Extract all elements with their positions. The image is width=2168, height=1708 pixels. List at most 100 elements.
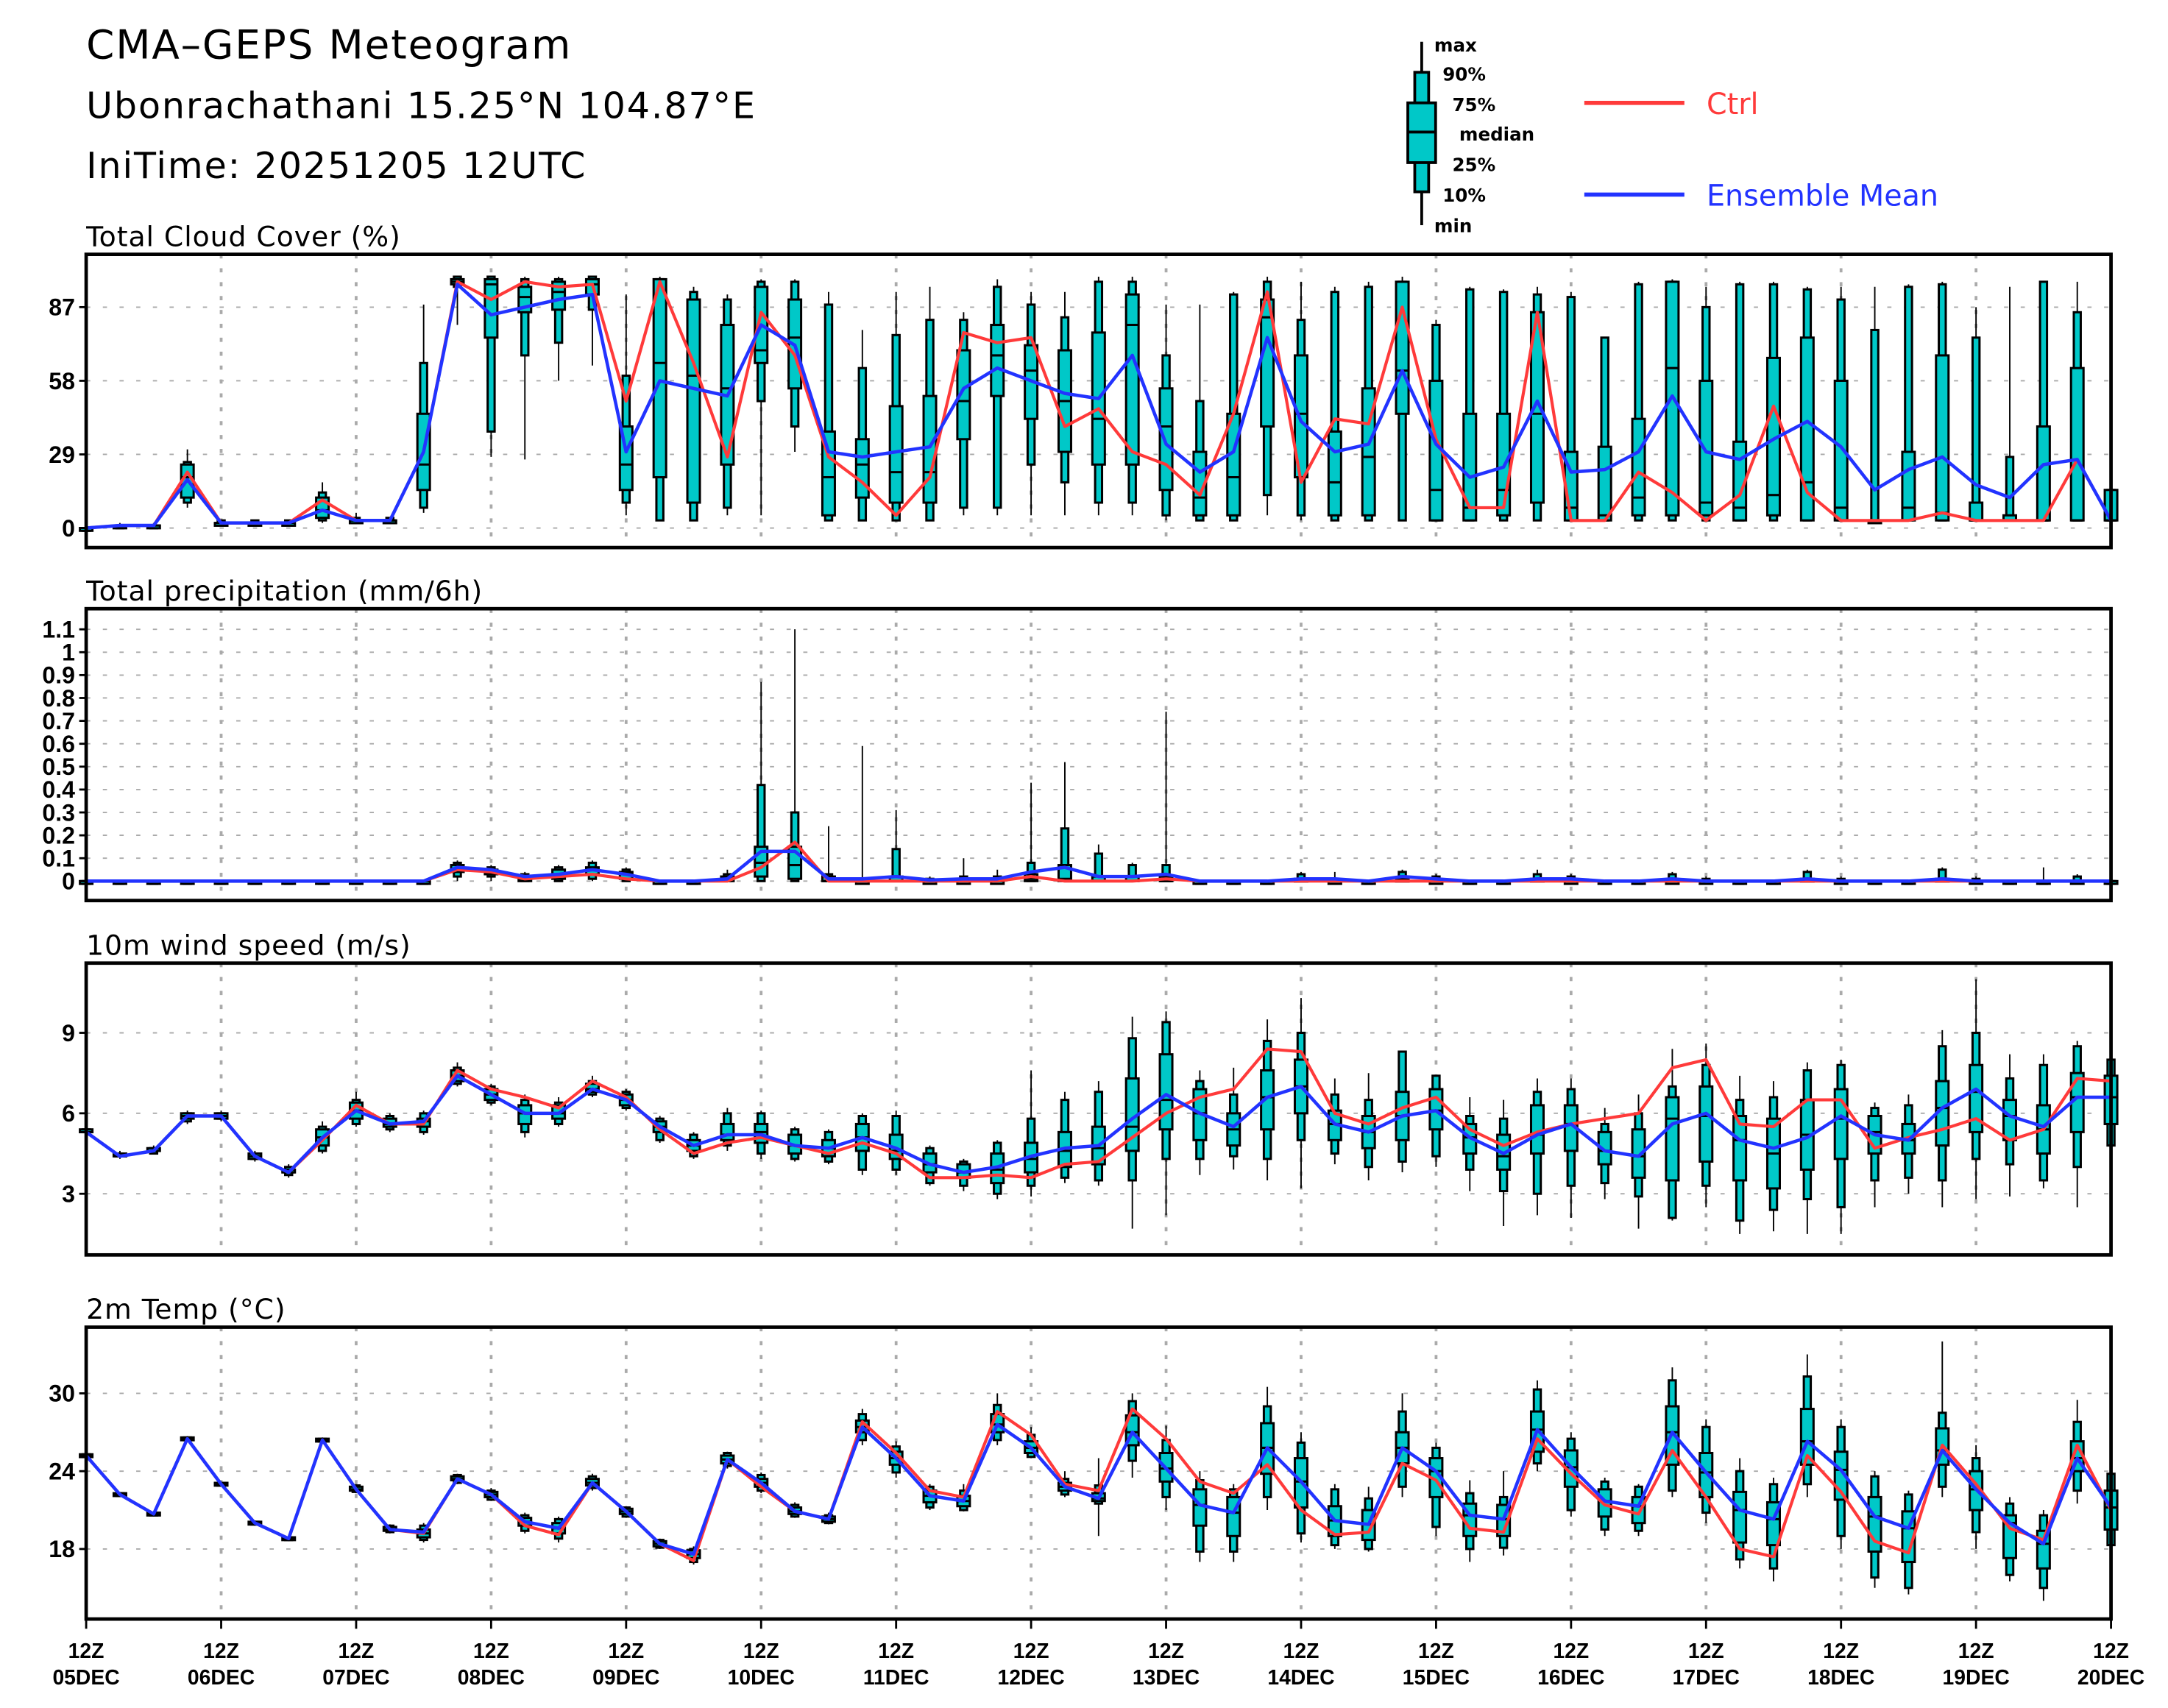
temp-panel: 18 24 30 (49, 1325, 2119, 1621)
box-plot (888, 291, 904, 522)
p10-p90-box (2005, 456, 2015, 522)
iqr-box (2036, 425, 2051, 522)
box-legend: max 90% 75% median 25% 10% min (1406, 35, 1534, 236)
p10-p90-box (1971, 336, 1981, 522)
box-plot (1935, 1341, 1950, 1498)
box-plot (1969, 307, 1984, 522)
box-plot (2069, 1041, 2085, 1208)
x-date-label: 13DEC (1133, 1666, 1200, 1690)
cloud-panel: 0 29 58 87 (49, 252, 2119, 550)
box-plot (1327, 286, 1342, 522)
box-plot (1529, 1380, 1545, 1472)
box-plot (1192, 1070, 1208, 1175)
iqr-box (1969, 501, 1984, 522)
legend-p25-label: 25% (1452, 154, 1495, 175)
box-plot (1124, 1016, 1140, 1229)
box-plot (956, 312, 971, 516)
y-tick-label: 0.4 (42, 776, 75, 803)
box-plot (1293, 281, 1308, 521)
box-plot (1428, 1074, 1444, 1167)
y-tick-label: 1 (62, 639, 75, 666)
iqr-box (1260, 1069, 1275, 1131)
box-plot (1698, 286, 1714, 522)
ctrl-legend-label: Ctrl (1707, 88, 1759, 121)
ensemble-mean-line (86, 849, 2111, 883)
box-plot (551, 276, 567, 381)
y-tick-label: 0.6 (42, 731, 75, 757)
box-plot (1833, 1419, 1849, 1549)
panels: 029588700.10.20.30.40.50.60.70.80.911.13… (42, 252, 2119, 1621)
box-plot (686, 286, 701, 522)
iqr-box (2002, 1099, 2018, 1141)
y-tick-label: 9 (62, 1020, 75, 1046)
init-time-label: IniTime: 20251205 12UTC (86, 144, 587, 187)
x-hour-label: 12Z (2093, 1640, 2129, 1663)
iqr-box (1529, 1104, 1545, 1155)
iqr-box (1935, 354, 1950, 522)
box-plot (888, 809, 904, 882)
iqr-box (1327, 430, 1342, 517)
box-plot (821, 826, 836, 882)
p10-p90-box (553, 277, 564, 344)
box-plot (1597, 336, 1612, 522)
p10-p90-box (520, 277, 530, 357)
x-date-label: 15DEC (1403, 1666, 1470, 1690)
y-tick-label: 0 (62, 515, 75, 542)
box-plot (1901, 1094, 1916, 1194)
x-hour-label: 12Z (1553, 1640, 1589, 1663)
box-plot (2036, 1510, 2051, 1601)
box-plot (2002, 1054, 2018, 1197)
iqr-box (1226, 412, 1241, 517)
box-plot (1361, 1486, 1376, 1552)
legend-min-label: min (1434, 215, 1472, 236)
box-plot (1799, 286, 1815, 522)
location-label: Ubonrachathani 15.25°N 104.87°E (86, 85, 757, 127)
precip-panel-title: Total precipitation (mm/6h) (85, 575, 483, 607)
iqr-box (1901, 450, 1916, 522)
box-plot (1665, 1049, 1680, 1221)
x-date-label: 11DEC (863, 1666, 929, 1690)
x-date-label: 07DEC (322, 1666, 389, 1690)
iqr-box (1597, 445, 1612, 522)
box-plot (2002, 286, 2018, 522)
x-hour-label: 12Z (68, 1640, 104, 1663)
legend-max-label: max (1434, 35, 1477, 56)
box-plot (1765, 1081, 1782, 1232)
panel-frame (84, 606, 2113, 903)
y-tick-label: 0.7 (42, 708, 75, 734)
y-tick-label: 0 (62, 868, 75, 895)
p10-p90-box (1330, 291, 1340, 522)
iqr-box (1395, 280, 1410, 415)
box-plot (1833, 1059, 1849, 1234)
box-plot (1867, 1102, 1882, 1208)
box-plot (821, 291, 836, 522)
box-plot (1024, 782, 1039, 882)
x-hour-label: 12Z (339, 1640, 375, 1663)
box-plot (1158, 304, 1174, 521)
box-plot (1260, 276, 1275, 516)
p10-p90-box (993, 286, 1002, 509)
p10-p90-box (1229, 293, 1239, 522)
iqr-box (1361, 387, 1376, 517)
iqr-box (686, 298, 701, 504)
box-plot (517, 1094, 533, 1138)
box-plot (1024, 1070, 1039, 1197)
legend-median-label: median (1459, 124, 1534, 145)
box-plot (1192, 1471, 1208, 1562)
iqr-box (1799, 336, 1815, 522)
ctrl-line (85, 1047, 2111, 1180)
x-hour-label: 12Z (1013, 1640, 1049, 1663)
y-tick-label: 0.1 (42, 846, 75, 872)
p10-p90-box (1634, 283, 1643, 522)
x-hour-label: 12Z (473, 1640, 509, 1663)
x-date-label: 16DEC (1537, 1666, 1604, 1690)
y-tick-label: 0.3 (42, 799, 75, 826)
iqr-box (1698, 379, 1714, 517)
box-plot (1057, 762, 1072, 882)
y-tick-label: 0.8 (42, 685, 75, 712)
x-date-label: 05DEC (52, 1666, 119, 1690)
p10-p90-box (486, 275, 496, 433)
box-plot (1395, 1050, 1410, 1173)
p10-p90-box (757, 784, 766, 882)
